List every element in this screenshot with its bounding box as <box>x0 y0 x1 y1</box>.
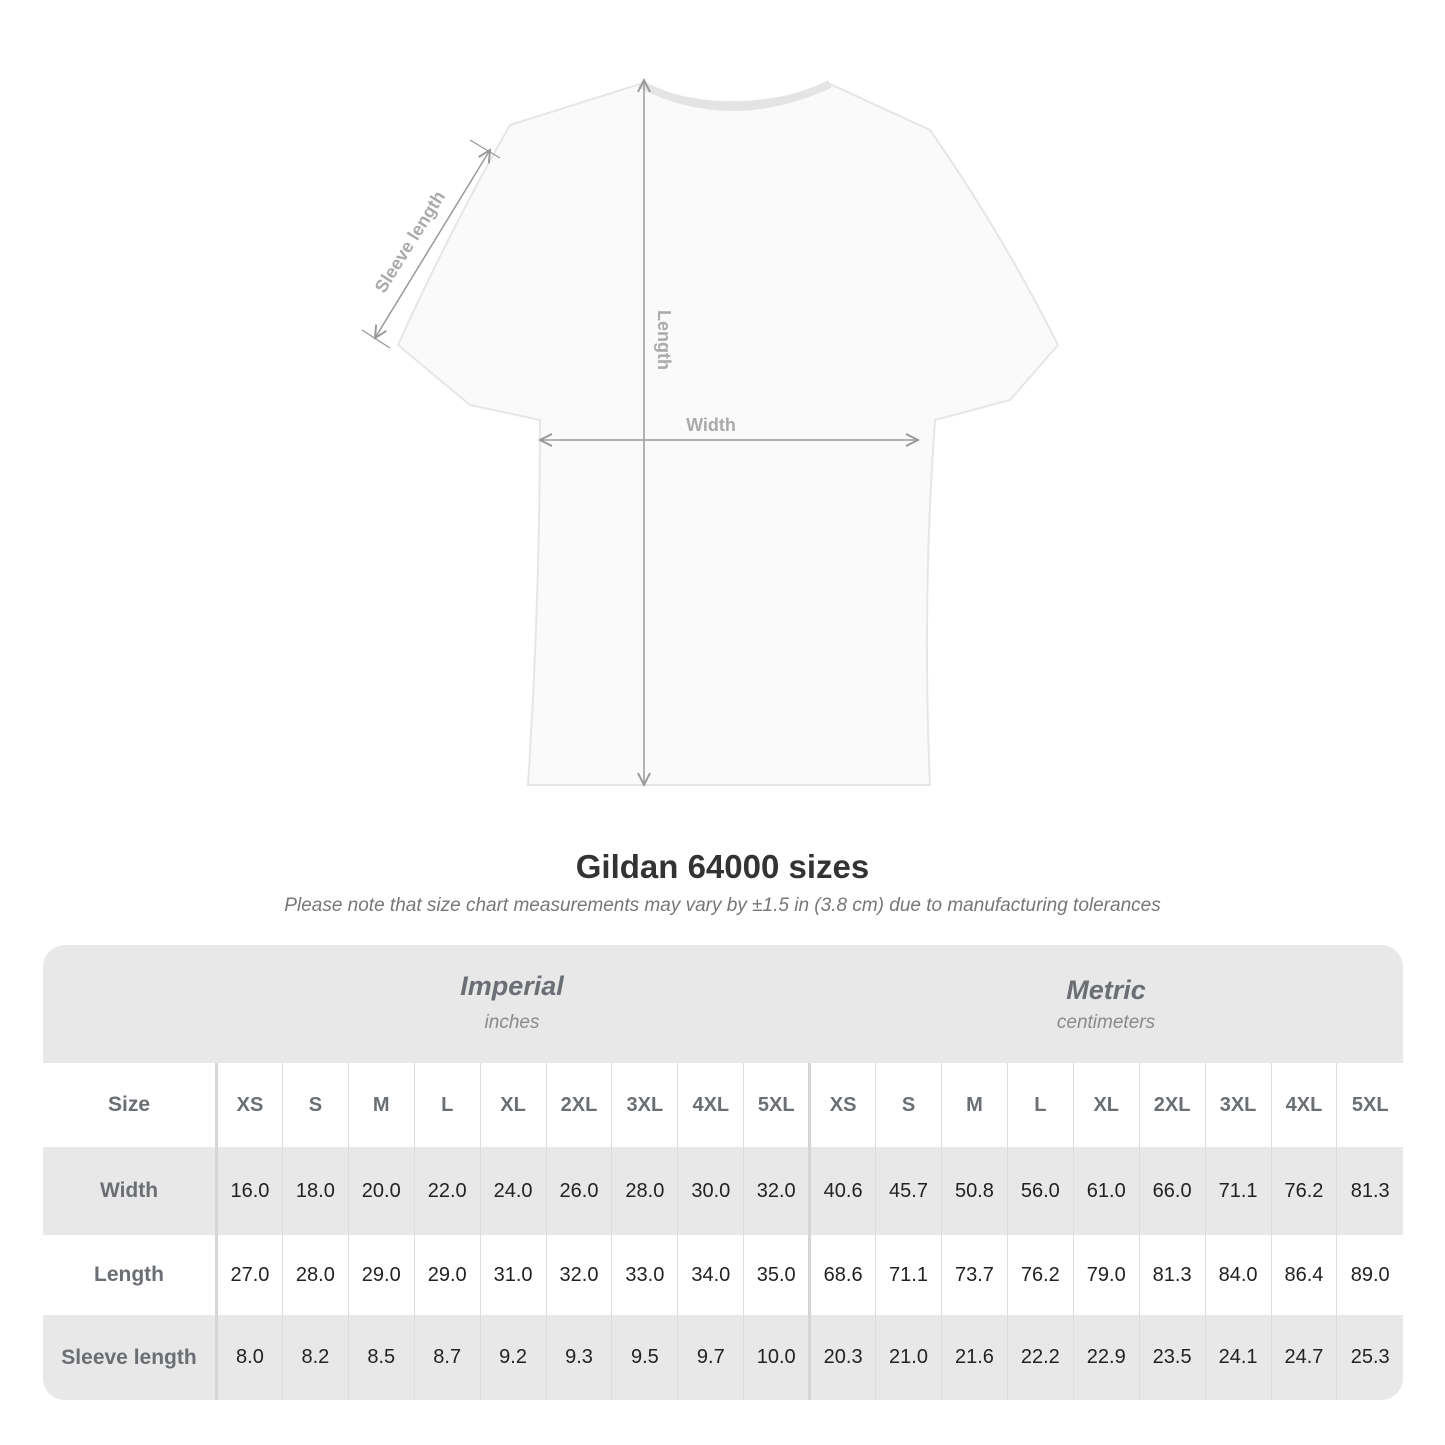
imperial-size-header: 5XL <box>743 1063 810 1147</box>
row-label: Width <box>43 1147 218 1235</box>
imperial-label: Imperial <box>460 971 564 1001</box>
metric-cell: 23.5 <box>1138 1315 1206 1400</box>
imperial-cell: 32.0 <box>743 1147 810 1235</box>
metric-cell: 66.0 <box>1138 1147 1206 1235</box>
imperial-cell: 34.0 <box>677 1235 744 1315</box>
metric-cell: 61.0 <box>1072 1147 1140 1235</box>
sleeve-arrow <box>375 150 490 338</box>
metric-header: Metric centimeters <box>809 945 1403 1063</box>
metric-cell: 71.1 <box>1204 1147 1271 1235</box>
table-row: Width 16.0 18.0 20.0 22.0 24.0 26.0 28.0 30.0 32.… <box>43 1147 1403 1235</box>
width-label: Width <box>686 415 736 435</box>
metric-size-header: 2XL <box>1138 1063 1206 1147</box>
size-row: Size XS S M L XL 2XL 3XL 4XL 5XL XS S M L XL 2XL 3XL 4XL 5… <box>43 1063 1403 1147</box>
metric-cell: 81.3 <box>1336 1147 1403 1235</box>
metric-cell: 24.7 <box>1270 1315 1337 1400</box>
size-chart: Imperial inches Metric centimeters Size X… <box>43 945 1403 1400</box>
metric-cell: 71.1 <box>875 1235 942 1315</box>
metric-size-header: XL <box>1072 1063 1140 1147</box>
metric-cell: 86.4 <box>1270 1235 1337 1315</box>
metric-size-header: 5XL <box>1336 1063 1403 1147</box>
imperial-size-header: 3XL <box>611 1063 678 1147</box>
metric-cell: 68.6 <box>808 1235 876 1315</box>
metric-cell: 21.6 <box>940 1315 1008 1400</box>
row-label: Size <box>43 1063 218 1147</box>
imperial-cell: 8.2 <box>281 1315 349 1400</box>
imperial-cell: 8.7 <box>413 1315 481 1400</box>
metric-size-header: S <box>875 1063 942 1147</box>
metric-label: Metric <box>1066 975 1146 1005</box>
imperial-cell: 29.0 <box>347 1235 415 1315</box>
size-table: Size XS S M L XL 2XL 3XL 4XL 5XL XS S M L XL 2XL 3XL 4XL 5… <box>43 1063 1403 1400</box>
metric-cell: 24.1 <box>1204 1315 1271 1400</box>
imperial-cell: 8.5 <box>347 1315 415 1400</box>
imperial-size-header: 4XL <box>677 1063 744 1147</box>
imperial-size-header: M <box>347 1063 415 1147</box>
imperial-cell: 28.0 <box>611 1147 678 1235</box>
imperial-cell: 26.0 <box>545 1147 612 1235</box>
imperial-unit: inches <box>484 1012 540 1033</box>
imperial-size-header: XS <box>216 1063 283 1147</box>
metric-cell: 40.6 <box>808 1147 876 1235</box>
metric-cell: 81.3 <box>1138 1235 1206 1315</box>
imperial-cell: 31.0 <box>479 1235 547 1315</box>
metric-size-header: XS <box>808 1063 876 1147</box>
metric-cell: 45.7 <box>875 1147 942 1235</box>
metric-cell: 76.2 <box>1006 1235 1074 1315</box>
metric-cell: 20.3 <box>808 1315 876 1400</box>
metric-cell: 50.8 <box>940 1147 1008 1235</box>
metric-cell: 89.0 <box>1336 1235 1403 1315</box>
imperial-cell: 20.0 <box>347 1147 415 1235</box>
imperial-cell: 28.0 <box>281 1235 349 1315</box>
metric-size-header: M <box>940 1063 1008 1147</box>
imperial-cell: 16.0 <box>216 1147 283 1235</box>
imperial-cell: 10.0 <box>743 1315 810 1400</box>
metric-cell: 79.0 <box>1072 1235 1140 1315</box>
imperial-cell: 24.0 <box>479 1147 547 1235</box>
metric-cell: 84.0 <box>1204 1235 1271 1315</box>
imperial-size-header: L <box>413 1063 481 1147</box>
metric-size-header: 4XL <box>1270 1063 1337 1147</box>
imperial-cell: 33.0 <box>611 1235 678 1315</box>
metric-size-header: 3XL <box>1204 1063 1271 1147</box>
imperial-cell: 29.0 <box>413 1235 481 1315</box>
row-label: Length <box>43 1235 218 1315</box>
metric-cell: 56.0 <box>1006 1147 1074 1235</box>
imperial-size-header: 2XL <box>545 1063 612 1147</box>
tshirt-diagram: Sleeve length Length Width <box>361 0 1060 820</box>
table-row: Sleeve length 8.0 8.2 8.5 8.7 9.2 9.3 9.5 9.7 10.… <box>43 1315 1403 1400</box>
page-title: Gildan 64000 sizes <box>575 848 870 885</box>
imperial-cell: 27.0 <box>216 1235 283 1315</box>
metric-cell: 76.2 <box>1270 1147 1337 1235</box>
tolerance-note: Please note that size chart measurements… <box>284 895 1161 916</box>
imperial-cell: 35.0 <box>743 1235 810 1315</box>
metric-cell: 25.3 <box>1336 1315 1403 1400</box>
metric-cell: 22.2 <box>1006 1315 1074 1400</box>
imperial-header: Imperial inches <box>215 945 809 1063</box>
metric-size-header: L <box>1006 1063 1074 1147</box>
metric-cell: 73.7 <box>940 1235 1008 1315</box>
metric-cell: 21.0 <box>875 1315 942 1400</box>
imperial-cell: 9.3 <box>545 1315 612 1400</box>
metric-cell: 22.9 <box>1072 1315 1140 1400</box>
table-row: Length 27.0 28.0 29.0 29.0 31.0 32.0 33.0 34.0 35… <box>43 1235 1403 1315</box>
imperial-cell: 9.5 <box>611 1315 678 1400</box>
imperial-cell: 30.0 <box>677 1147 744 1235</box>
imperial-cell: 22.0 <box>413 1147 481 1235</box>
row-label: Sleeve length <box>43 1315 218 1400</box>
imperial-cell: 32.0 <box>545 1235 612 1315</box>
imperial-cell: 8.0 <box>216 1315 283 1400</box>
length-label: Length <box>654 310 674 370</box>
imperial-cell: 9.7 <box>677 1315 744 1400</box>
imperial-size-header: XL <box>479 1063 547 1147</box>
imperial-cell: 9.2 <box>479 1315 547 1400</box>
metric-unit: centimeters <box>1056 1012 1156 1033</box>
imperial-cell: 18.0 <box>281 1147 349 1235</box>
imperial-size-header: S <box>281 1063 349 1147</box>
